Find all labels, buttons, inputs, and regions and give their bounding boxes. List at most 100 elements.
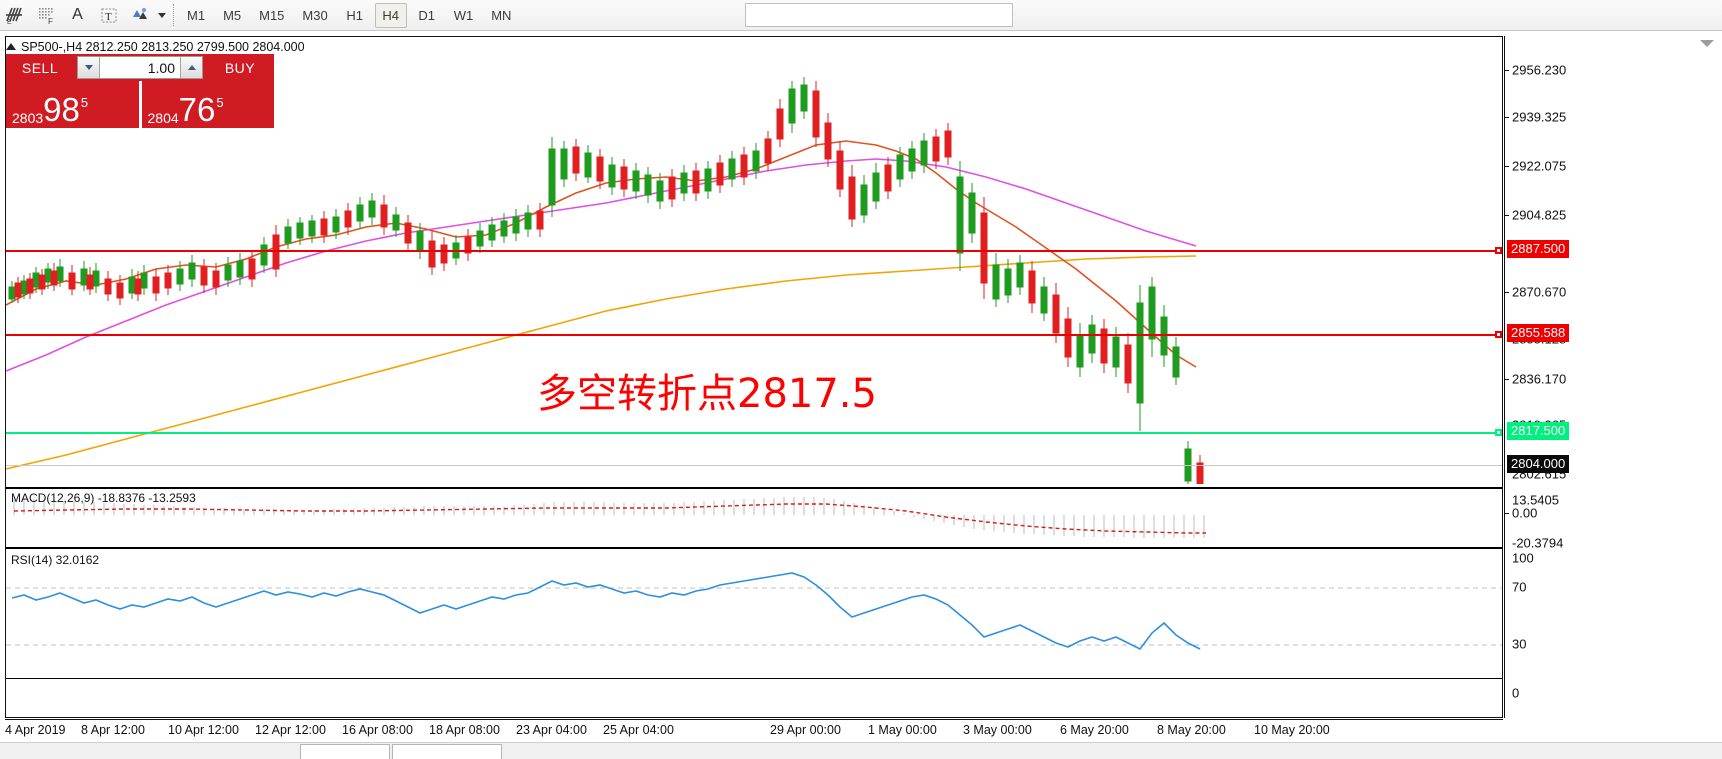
indicators-icon[interactable]: E [0, 1, 31, 30]
sell-price-fraction: 5 [80, 95, 89, 110]
pivot-line-2817[interactable] [6, 429, 1502, 436]
timeframe-m5[interactable]: M5 [223, 7, 242, 23]
volume-increase-button[interactable] [180, 57, 202, 78]
time-label: 23 Apr 04:00 [516, 723, 587, 737]
price-chip-2817[interactable]: 2817.500 [1507, 422, 1570, 440]
price-tick [1505, 379, 1509, 380]
time-label: 18 Apr 08:00 [429, 723, 500, 737]
rsi-label: RSI(14) 32.0162 [11, 553, 100, 567]
text-label-icon[interactable]: T [93, 1, 124, 30]
timeframe-d1[interactable]: D1 [418, 7, 436, 23]
text-tool-icon[interactable]: A [72, 6, 83, 23]
macd-label: MACD(12,26,9) -18.8376 -13.2593 [11, 491, 196, 505]
trade-panel-prices: 2803 98 5 2804 76 5 [6, 81, 274, 128]
volume-input[interactable]: 1.00 [100, 57, 180, 78]
time-label: 10 Apr 12:00 [168, 723, 239, 737]
timeframe-m15[interactable]: M15 [259, 7, 285, 23]
macd-pane: MACD(12,26,9) -18.8376 -13.2593 [6, 487, 1502, 549]
rsi-scale-70: 70 [1512, 579, 1527, 595]
resistance-line-2855[interactable] [6, 331, 1502, 338]
macd-scale-zero: 0.00 [1512, 505, 1538, 521]
price-label-2922: 2922.075 [1512, 158, 1567, 174]
status-bar [0, 742, 1722, 759]
price-tick [1505, 215, 1509, 216]
volume-stepper[interactable]: 1.00 [77, 56, 203, 79]
price-pane [6, 37, 1502, 484]
svg-text:F: F [48, 17, 53, 25]
sell-price-display[interactable]: 2803 98 5 [6, 81, 139, 128]
grid-icon[interactable]: F [31, 1, 62, 30]
current-price-line [6, 465, 1502, 466]
time-label: 1 May 00:00 [868, 723, 937, 737]
time-label: 8 Apr 12:00 [81, 723, 145, 737]
rsi-scale-30: 30 [1512, 636, 1527, 652]
svg-text:T: T [105, 11, 112, 23]
price-scale[interactable]: 2956.230 2939.325 2922.075 2904.825 2870… [1504, 36, 1722, 718]
buy-price-big: 76 [178, 91, 216, 128]
sell-price-lead: 2803 [12, 110, 44, 126]
timeframe-mn[interactable]: MN [491, 7, 512, 23]
line-handle[interactable] [1495, 331, 1502, 338]
timeframe-m1[interactable]: M1 [187, 7, 206, 23]
collapse-triangle-icon[interactable] [1700, 40, 1714, 47]
rsi-line [11, 572, 1201, 651]
line-handle[interactable] [1495, 429, 1502, 436]
rsi-canvas [6, 572, 1502, 651]
chart-quote-line: SP500-,H4 2812.250 2813.250 2799.500 280… [6, 39, 305, 54]
time-label: 29 Apr 00:00 [770, 723, 841, 737]
svg-text:E: E [7, 19, 12, 25]
price-tick [1505, 70, 1509, 71]
candle-series [8, 77, 1204, 484]
toolbar-input-field[interactable] [745, 3, 1013, 27]
chart-area[interactable]: MACD(12,26,9) -18.8376 -13.2593 RSI(14) … [5, 36, 1503, 718]
macd-tick-zero [1505, 513, 1509, 514]
sell-button[interactable]: SELL [21, 59, 59, 76]
buy-button[interactable]: BUY [224, 59, 256, 76]
time-axis[interactable]: 4 Apr 2019 8 Apr 12:00 10 Apr 12:00 12 A… [5, 719, 1503, 741]
price-chip-current: 2804.000 [1507, 455, 1570, 473]
price-tick [1505, 117, 1509, 118]
rsi-pane: RSI(14) 32.0162 [6, 551, 1502, 679]
timeframe-m30[interactable]: M30 [302, 7, 328, 23]
price-label-2939: 2939.325 [1512, 109, 1567, 125]
ma-mid-line [6, 158, 1197, 372]
macd-scale-max: 13.5405 [1512, 492, 1559, 508]
price-axis-line [1504, 36, 1505, 718]
price-label-2904: 2904.825 [1512, 207, 1567, 223]
price-label-2836: 2836.170 [1512, 371, 1567, 387]
price-chip-2887[interactable]: 2887.500 [1507, 240, 1570, 258]
chart-toolbar: E F A [0, 0, 1722, 31]
trade-panel-top-row: SELL 1.00 BUY [6, 54, 274, 81]
one-click-trading-panel[interactable]: SELL 1.00 BUY 2803 98 5 2804 76 5 [6, 54, 274, 128]
volume-decrease-button[interactable] [78, 57, 100, 78]
price-chip-2855[interactable]: 2855.588 [1507, 324, 1570, 342]
price-label-2870: 2870.670 [1512, 284, 1567, 300]
time-label: 12 Apr 12:00 [255, 723, 326, 737]
chart-tab-2[interactable] [392, 744, 502, 759]
buy-price-lead: 2804 [147, 110, 179, 126]
timeframe-h4[interactable]: H4 [374, 2, 407, 28]
line-handle[interactable] [1495, 247, 1502, 254]
time-label: 10 May 20:00 [1254, 723, 1330, 737]
macd-scale-min: -20.3794 [1512, 535, 1564, 551]
time-label: 3 May 00:00 [963, 723, 1032, 737]
time-label: 8 May 20:00 [1157, 723, 1226, 737]
buy-price-fraction: 5 [216, 95, 224, 110]
objects-dropdown-caret[interactable] [155, 1, 169, 30]
objects-icon[interactable] [124, 1, 155, 30]
timeframe-h1[interactable]: H1 [346, 7, 364, 23]
macd-canvas [13, 497, 1206, 538]
rsi-scale-100: 100 [1512, 550, 1534, 566]
timeframe-w1[interactable]: W1 [453, 7, 474, 23]
time-label: 25 Apr 04:00 [603, 723, 674, 737]
expand-triangle-icon[interactable] [6, 43, 16, 50]
sell-price-big: 98 [43, 91, 80, 128]
chart-annotation-text: 多空转折点2817.5 [537, 371, 877, 417]
resistance-line-2887[interactable] [6, 247, 1502, 254]
chart-tab-1[interactable] [300, 744, 390, 759]
chevron-down-icon [84, 65, 93, 70]
price-tick [1505, 292, 1509, 293]
buy-price-display[interactable]: 2804 76 5 [138, 81, 275, 128]
price-scale-footer [1504, 719, 1722, 741]
